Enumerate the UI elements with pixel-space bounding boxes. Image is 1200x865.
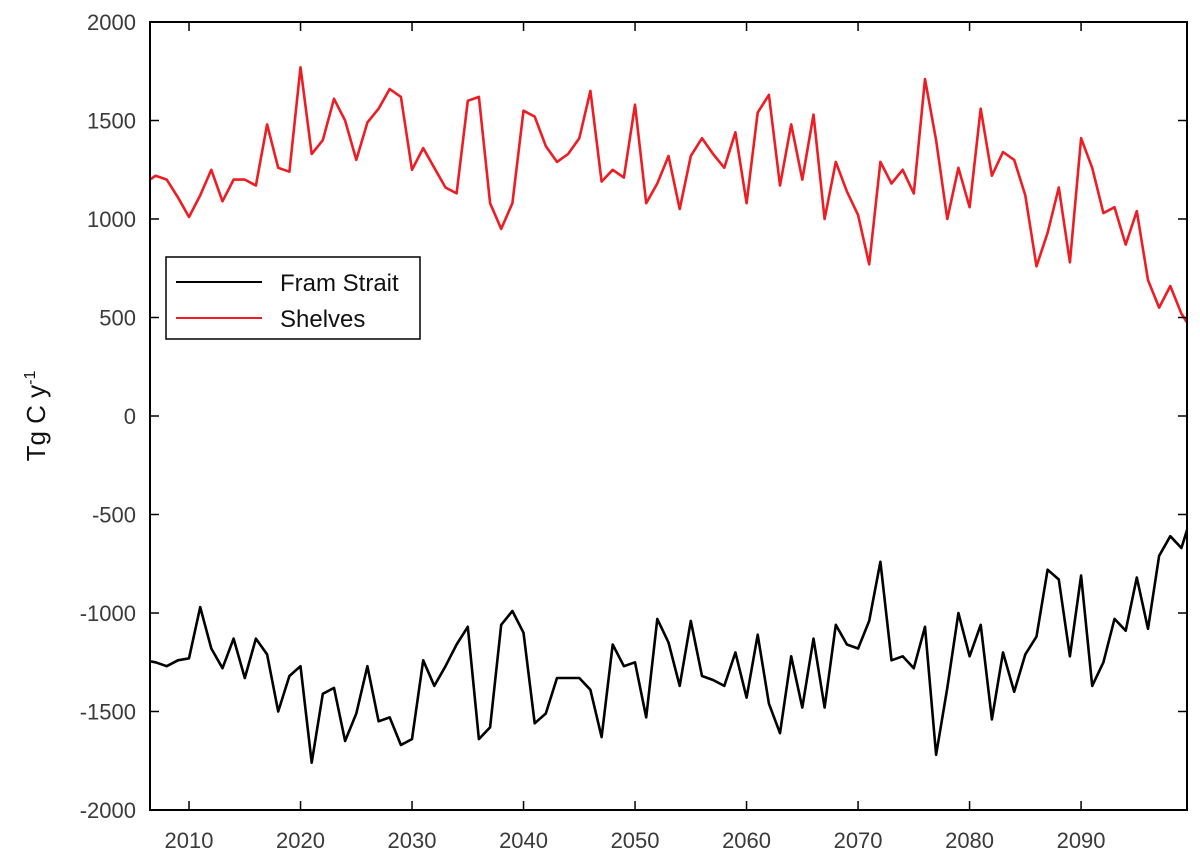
legend: Fram Strait Shelves [165,256,421,340]
x-tick-label: 2070 [834,828,883,853]
y-tick-label: 1500 [87,109,136,134]
y-tick-label: 1000 [87,207,136,232]
y-tick-label: -1500 [80,700,136,725]
y-tick-label: 2000 [87,10,136,35]
x-tick-label: 2020 [276,828,325,853]
y-tick-label: -500 [92,503,136,528]
x-tick-label: 2080 [945,828,994,853]
x-axis: 2010 2020 2030 2040 2050 2060 2070 2080 2090 [165,22,1106,853]
y-tick-label: 500 [99,306,136,331]
y-tick-label: -2000 [80,798,136,823]
legend-label-shelves: Shelves [280,306,365,333]
series-line-fram-strait [150,525,1187,765]
x-tick-label: 2010 [165,828,214,853]
y-axis-label-text: Tg C y [21,385,51,462]
y-tick-label: 0 [124,404,136,429]
x-tick-label: 2030 [388,828,437,853]
series-layer [150,66,1187,765]
x-tick-label: 2090 [1057,828,1106,853]
x-tick-label: 2040 [499,828,548,853]
y-axis-label: Tg C y-1 [21,371,51,462]
legend-box [165,256,421,340]
y-axis-label-superscript: -1 [22,371,39,385]
x-tick-label: 2060 [722,828,771,853]
legend-label-fram-strait: Fram Strait [280,270,399,297]
y-tick-label: -1000 [80,601,136,626]
plot-area [150,22,1187,810]
y-axis: -2000 -1500 -1000 -500 0 500 1000 1500 2000 [80,10,1187,823]
x-tick-label: 2050 [611,828,660,853]
series-line-shelves [150,66,1187,325]
